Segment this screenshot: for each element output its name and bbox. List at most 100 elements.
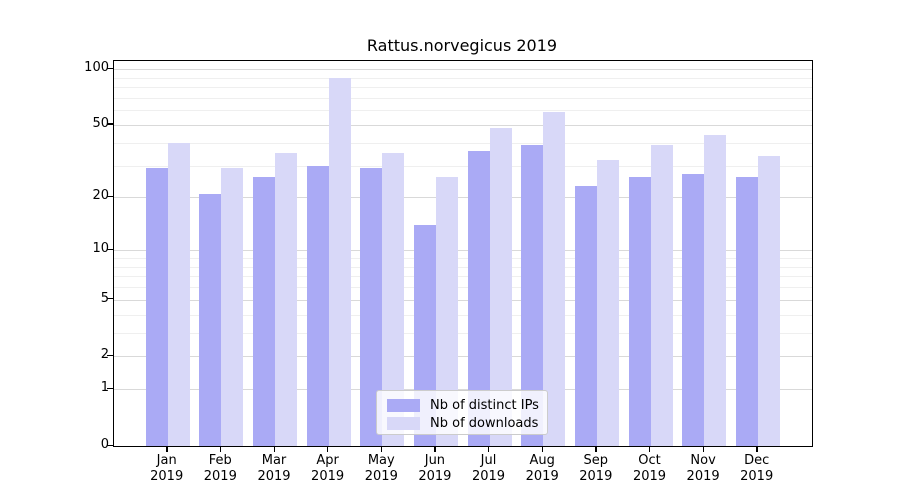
ytick-label-1: 1	[100, 380, 109, 396]
xtick-label-oct: Oct 2019	[615, 453, 685, 485]
gridline-70	[114, 97, 812, 99]
xtick-mark-may	[380, 446, 383, 452]
xtick-label-jun: Jun 2019	[400, 453, 470, 485]
legend-label-downloads: Nb of downloads	[430, 415, 539, 431]
xtick-mark-aug	[541, 446, 544, 452]
ytick-mark-0	[107, 444, 113, 446]
bar-downloads-apr	[328, 77, 351, 446]
xtick-month: Apr	[316, 453, 339, 468]
gridline-5	[114, 299, 812, 301]
xtick-month: Aug	[529, 453, 555, 468]
xtick-mark-mar	[273, 446, 275, 452]
bar-ips-nov	[682, 173, 705, 446]
xtick-label-feb: Feb 2019	[185, 453, 255, 485]
xtick-year: 2019	[150, 469, 184, 484]
xtick-month: Feb	[208, 453, 232, 468]
xtick-label-sep: Sep 2019	[561, 453, 631, 485]
xtick-month: Jun	[424, 453, 446, 468]
xtick-year: 2019	[203, 469, 237, 484]
ytick-mark-10	[107, 248, 113, 250]
ytick-label-5: 5	[100, 290, 109, 306]
ytick-mark-20	[107, 195, 113, 198]
ytick-label-0: 0	[100, 437, 109, 452]
gridline-20	[114, 197, 812, 199]
chart-title: Rattus.norvegicus 2019	[366, 36, 558, 55]
ytick-mark-100	[107, 67, 113, 69]
gridline-7	[114, 276, 812, 278]
xtick-label-nov: Nov 2019	[668, 453, 738, 485]
bar-downloads-aug	[543, 111, 566, 446]
xtick-label-aug: Aug 2019	[507, 453, 577, 485]
xtick-label-jan: Jan 2019	[132, 453, 202, 485]
xtick-month: Nov	[690, 453, 716, 468]
xtick-month: Sep	[583, 453, 609, 468]
xtick-label-mar: Mar 2019	[239, 453, 309, 485]
xtick-month: Oct	[638, 453, 661, 468]
gridline-50	[114, 124, 812, 126]
xtick-mark-jul	[488, 446, 490, 452]
gridline-8	[114, 266, 812, 268]
bar-ips-dec	[735, 176, 758, 446]
xtick-mark-jan	[166, 446, 168, 452]
bar-downloads-sep	[596, 160, 619, 446]
bar-downloads-mar	[275, 153, 297, 446]
ytick-mark-5	[107, 298, 113, 300]
xtick-label-jul: Jul 2019	[454, 453, 524, 485]
xtick-month: Jul	[480, 453, 497, 468]
gridline-30	[114, 165, 812, 167]
bar-ips-may	[360, 168, 383, 446]
gridline-4	[114, 314, 812, 316]
gridline-9	[114, 257, 812, 259]
bar-ips-feb	[199, 193, 222, 446]
legend-row-ips: Nb of distinct IPs	[377, 397, 547, 413]
xtick-year: 2019	[257, 469, 291, 484]
gridline-40	[114, 142, 812, 144]
bar-ips-jan	[145, 168, 168, 446]
legend-label-ips: Nb of distinct IPs	[430, 397, 539, 413]
xtick-month: Dec	[744, 453, 770, 468]
bar-downloads-feb	[221, 168, 244, 446]
gridline-10	[114, 250, 812, 252]
bar-ips-apr	[306, 165, 329, 446]
bar-ips-aug	[521, 144, 544, 446]
bar-downloads-jun	[435, 176, 458, 446]
bar-ips-mar	[253, 176, 275, 446]
plot-area: Nb of distinct IPs Nb of downloads	[113, 60, 813, 447]
xtick-mark-nov	[702, 446, 704, 452]
bar-downloads-jul	[489, 128, 512, 446]
bar-downloads-dec	[757, 155, 780, 446]
xtick-mark-oct	[649, 446, 651, 452]
xtick-mark-sep	[595, 446, 597, 452]
bar-ips-sep	[574, 186, 597, 446]
bar-ips-oct	[628, 176, 651, 446]
gridline-6	[114, 287, 812, 288]
xtick-year: 2019	[579, 469, 613, 484]
gridline-100	[114, 69, 812, 70]
gridline-1	[114, 389, 812, 391]
ytick-label-50: 50	[92, 115, 109, 131]
legend-row-downloads: Nb of downloads	[377, 415, 547, 431]
xtick-month: May	[367, 453, 395, 468]
xtick-year: 2019	[311, 469, 345, 484]
ytick-label-20: 20	[92, 188, 109, 204]
bar-downloads-jan	[167, 142, 190, 446]
legend: Nb of distinct IPs Nb of downloads	[376, 390, 548, 435]
xtick-year: 2019	[418, 469, 452, 484]
gridline-3	[114, 332, 812, 334]
xtick-mark-jun	[434, 446, 436, 452]
bar-downloads-may	[382, 153, 405, 446]
xtick-label-may: May 2019	[346, 453, 416, 485]
bar-downloads-oct	[650, 144, 673, 446]
bar-ips-jul	[467, 151, 490, 446]
xtick-year: 2019	[525, 469, 559, 484]
legend-swatch-downloads	[387, 416, 420, 430]
xtick-mark-feb	[219, 446, 222, 452]
xtick-year: 2019	[364, 469, 398, 484]
ytick-mark-1	[107, 387, 113, 390]
gridline-60	[114, 110, 812, 112]
xtick-year: 2019	[740, 469, 774, 484]
xtick-mark-apr	[327, 446, 329, 452]
ytick-mark-50	[107, 123, 113, 125]
ytick-label-2: 2	[100, 347, 109, 363]
